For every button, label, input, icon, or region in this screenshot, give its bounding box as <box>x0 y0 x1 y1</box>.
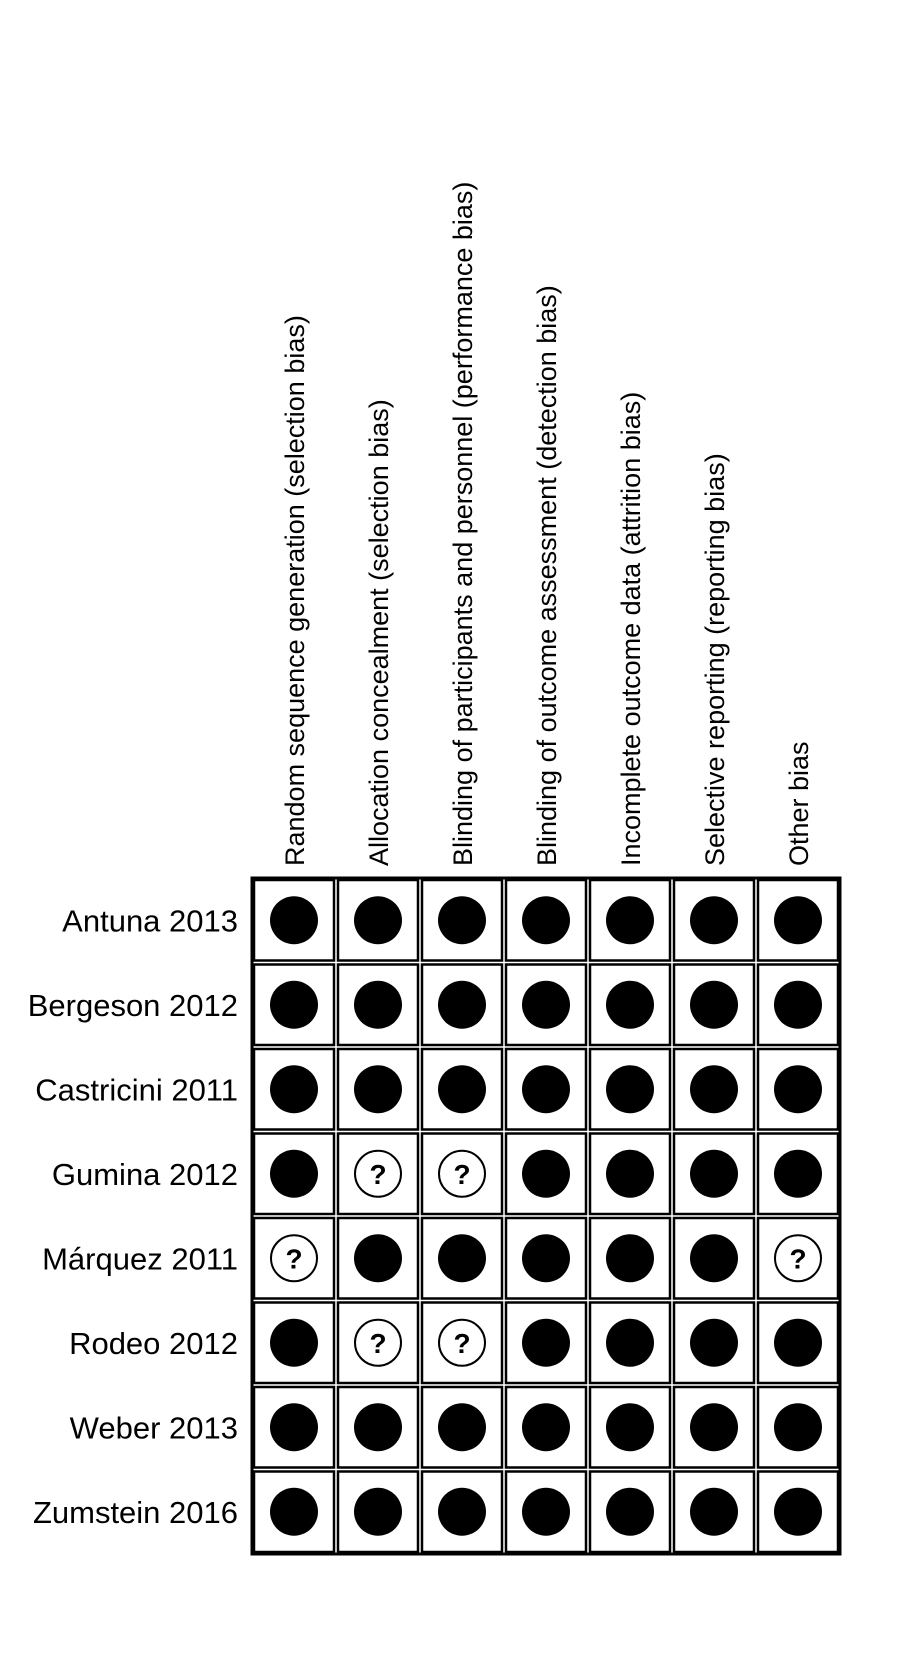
domain-label-2: Allocation concealment (selection bias) <box>364 399 394 866</box>
grid-cell <box>252 1132 336 1216</box>
domain-labels: Random sequence generation (selection bi… <box>280 182 814 866</box>
low-risk-icon <box>438 1065 486 1114</box>
low-risk-icon <box>606 1065 654 1114</box>
grid-cell <box>588 1301 672 1385</box>
low-risk-icon <box>606 980 654 1029</box>
low-risk-icon <box>438 980 486 1029</box>
domain-label-3: Blinding of participants and personnel (… <box>448 182 478 866</box>
low-risk-icon <box>774 1149 822 1198</box>
domain-label-1: Random sequence generation (selection bi… <box>280 315 310 866</box>
low-risk-icon <box>354 1403 402 1452</box>
low-risk-icon <box>690 896 738 945</box>
unclear-risk-icon <box>438 1318 486 1367</box>
unclear-risk-symbol: ? <box>453 1328 470 1359</box>
grid-cell <box>252 1216 336 1300</box>
low-risk-icon <box>522 1149 570 1198</box>
domain-label-4: Blinding of outcome assessment (detectio… <box>532 285 562 866</box>
low-risk-icon <box>354 1234 402 1283</box>
unclear-risk-icon <box>270 1234 318 1283</box>
low-risk-icon <box>690 1318 738 1367</box>
grid-frame <box>250 876 842 1556</box>
low-risk-icon <box>774 1065 822 1114</box>
low-risk-icon <box>354 980 402 1029</box>
low-risk-icon <box>270 1318 318 1367</box>
grid-cell <box>252 963 336 1047</box>
low-risk-icon <box>690 980 738 1029</box>
low-risk-icon <box>270 980 318 1029</box>
study-label: Castricini 2011 <box>35 1072 238 1107</box>
low-risk-icon <box>354 896 402 945</box>
study-label: Rodeo 2012 <box>69 1326 238 1361</box>
low-risk-icon <box>438 1487 486 1536</box>
grid-cell <box>672 1301 756 1385</box>
judgement-grid: ?????? <box>250 876 842 1556</box>
low-risk-icon <box>606 1487 654 1536</box>
unclear-risk-icon <box>354 1149 402 1198</box>
study-label: Bergeson 2012 <box>28 988 238 1023</box>
low-risk-icon <box>606 1318 654 1367</box>
low-risk-icon <box>438 1403 486 1452</box>
low-risk-icon <box>606 896 654 945</box>
low-risk-icon <box>522 1234 570 1283</box>
low-risk-icon <box>522 1318 570 1367</box>
unclear-risk-symbol: ? <box>453 1159 470 1190</box>
study-label: Antuna 2013 <box>62 903 238 938</box>
low-risk-icon <box>522 1065 570 1114</box>
unclear-risk-icon <box>438 1149 486 1198</box>
study-label: Márquez 2011 <box>42 1241 238 1276</box>
low-risk-icon <box>270 1065 318 1114</box>
study-label: Gumina 2012 <box>52 1157 238 1192</box>
low-risk-icon <box>270 1487 318 1536</box>
unclear-risk-symbol: ? <box>285 1243 302 1274</box>
domain-label-6: Selective reporting (reporting bias) <box>700 453 730 866</box>
domain-label-5: Incomplete outcome data (attrition bias) <box>616 392 646 866</box>
low-risk-icon <box>270 1149 318 1198</box>
low-risk-icon <box>690 1234 738 1283</box>
low-risk-icon <box>522 896 570 945</box>
unclear-risk-symbol: ? <box>369 1328 386 1359</box>
unclear-risk-icon <box>774 1234 822 1283</box>
low-risk-icon <box>774 896 822 945</box>
low-risk-icon <box>606 1149 654 1198</box>
low-risk-icon <box>774 1487 822 1536</box>
grid-cell <box>252 1047 336 1131</box>
unclear-risk-symbol: ? <box>789 1243 806 1274</box>
study-labels: Antuna 2013 Bergeson 2012 Castricini 2011 G… <box>28 903 238 1530</box>
low-risk-icon <box>774 980 822 1029</box>
unclear-risk-symbol: ? <box>369 1159 386 1190</box>
low-risk-icon <box>522 1487 570 1536</box>
low-risk-icon <box>606 1403 654 1452</box>
low-risk-icon <box>270 896 318 945</box>
study-label: Weber 2013 <box>70 1410 238 1445</box>
domain-label-7: Other bias <box>784 741 814 866</box>
grid-cell <box>756 963 840 1047</box>
low-risk-icon <box>270 1403 318 1452</box>
low-risk-icon <box>438 1234 486 1283</box>
low-risk-icon <box>774 1318 822 1367</box>
low-risk-icon <box>354 1487 402 1536</box>
low-risk-icon <box>690 1403 738 1452</box>
low-risk-icon <box>774 1403 822 1452</box>
low-risk-icon <box>522 980 570 1029</box>
low-risk-icon <box>354 1065 402 1114</box>
low-risk-icon <box>690 1065 738 1114</box>
study-label: Zumstein 2016 <box>33 1495 238 1530</box>
low-risk-icon <box>606 1234 654 1283</box>
unclear-risk-icon <box>354 1318 402 1367</box>
low-risk-icon <box>522 1403 570 1452</box>
low-risk-icon <box>438 896 486 945</box>
low-risk-icon <box>690 1149 738 1198</box>
low-risk-icon <box>690 1487 738 1536</box>
